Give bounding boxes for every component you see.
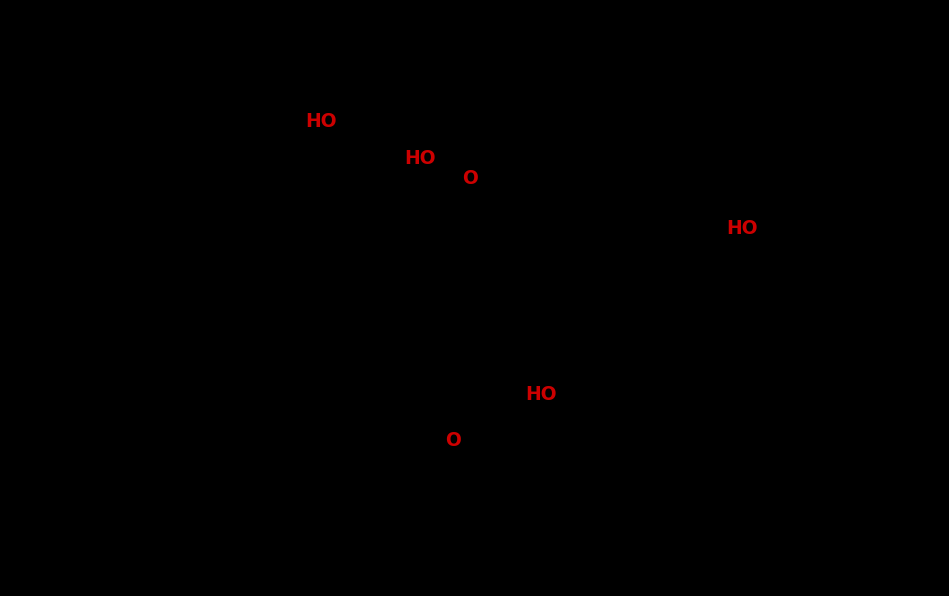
Text: HO: HO [526, 384, 557, 403]
Text: HO: HO [727, 219, 758, 238]
Text: O: O [446, 431, 461, 450]
Text: HO: HO [404, 149, 436, 168]
Text: O: O [462, 169, 478, 188]
Text: HO: HO [305, 112, 337, 131]
